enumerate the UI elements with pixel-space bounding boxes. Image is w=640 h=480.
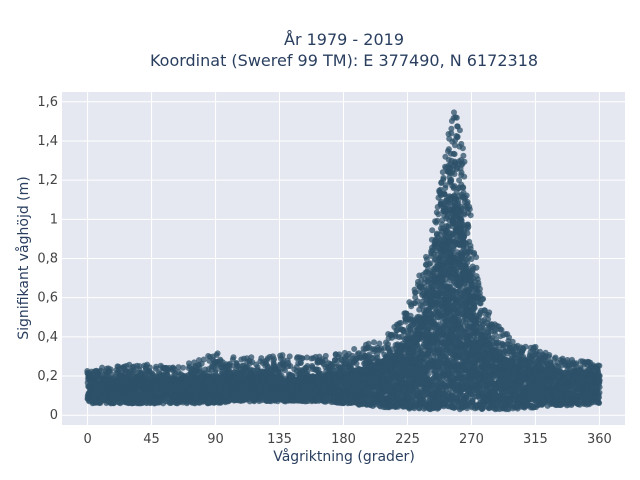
data-point <box>136 363 143 370</box>
data-point <box>214 350 221 357</box>
data-point <box>107 366 114 373</box>
data-point <box>180 364 186 371</box>
data-point <box>286 353 293 360</box>
data-point <box>376 340 383 347</box>
data-point <box>196 365 203 372</box>
data-point <box>99 364 106 371</box>
data-point <box>336 351 343 358</box>
chart-title-line2: Koordinat (Sweref 99 TM): E 377490, N 61… <box>150 51 538 70</box>
data-point <box>175 364 182 371</box>
data-point <box>400 327 407 333</box>
data-point <box>322 352 329 359</box>
data-point <box>200 356 207 363</box>
data-point <box>351 346 358 352</box>
data-point <box>371 339 377 346</box>
data-point <box>440 174 447 181</box>
data-point <box>130 368 137 375</box>
chart-title-line1: År 1979 - 2019 <box>284 30 404 49</box>
data-point <box>146 364 153 371</box>
data-point <box>230 354 237 361</box>
data-points <box>84 109 603 413</box>
